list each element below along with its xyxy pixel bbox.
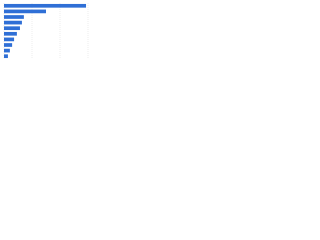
bar bbox=[4, 31, 17, 36]
bar bbox=[4, 26, 20, 31]
bar bbox=[4, 43, 13, 47]
bar bbox=[4, 54, 8, 59]
bar bbox=[4, 20, 22, 25]
bar bbox=[4, 9, 46, 14]
bar bbox=[4, 15, 24, 19]
bar bbox=[4, 37, 15, 42]
chart bbox=[3, 3, 89, 59]
bar bbox=[4, 48, 10, 53]
bar bbox=[4, 3, 87, 8]
